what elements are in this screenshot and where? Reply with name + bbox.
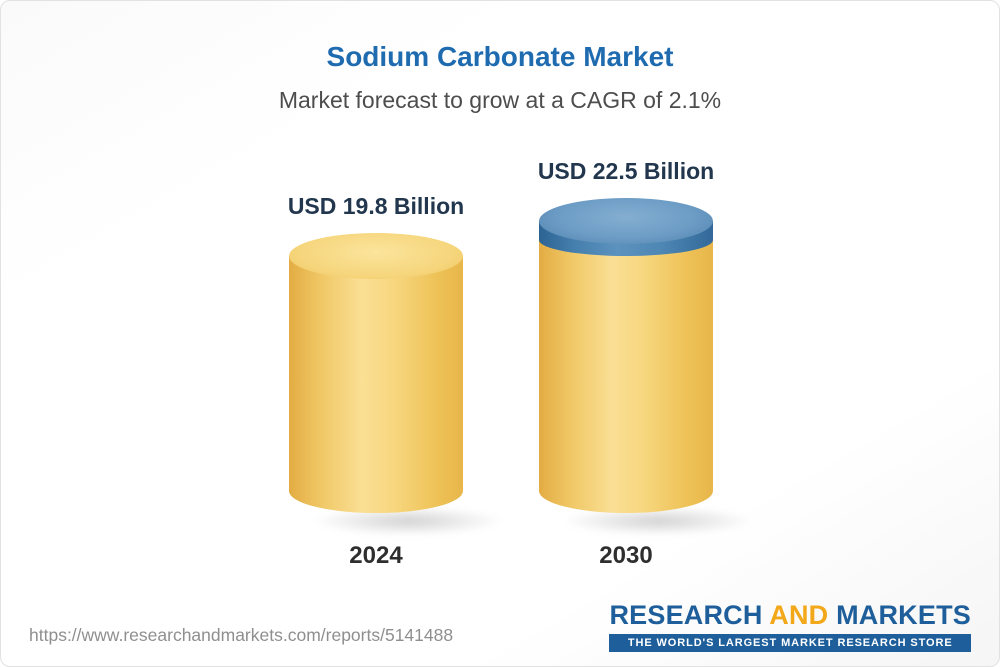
bar-group-2024: USD 19.8 Billion 2024 bbox=[287, 1, 511, 666]
bar-value-label: USD 22.5 Billion bbox=[537, 157, 715, 184]
bar-year-label: 2030 bbox=[599, 542, 653, 569]
bar-group-2030: USD 22.5 Billion 2030 bbox=[537, 1, 761, 666]
logo-and: AND bbox=[769, 600, 829, 630]
bar-value-label: USD 19.8 Billion bbox=[287, 192, 465, 219]
bar-segment-market-size-base bbox=[289, 255, 463, 513]
chart-subtitle: Market forecast to grow at a CAGR of 2.1… bbox=[278, 87, 722, 113]
chart-title: Sodium Carbonate Market bbox=[326, 41, 674, 72]
logo-wordmark: RESEARCH AND MARKETS bbox=[609, 600, 971, 631]
bar-top-ellipse bbox=[289, 232, 463, 279]
logo-research: RESEARCH bbox=[609, 600, 763, 630]
bar-top-ellipse bbox=[539, 197, 713, 244]
logo: RESEARCH AND MARKETS THE WORLD'S LARGEST… bbox=[609, 600, 971, 652]
bar-year-label: 2024 bbox=[349, 542, 403, 569]
bar-segment-market-size-base bbox=[539, 237, 713, 513]
logo-markets: MARKETS bbox=[836, 600, 971, 630]
report-url: https://www.researchandmarkets.com/repor… bbox=[29, 625, 454, 645]
logo-tagline: THE WORLD'S LARGEST MARKET RESEARCH STOR… bbox=[609, 634, 971, 652]
